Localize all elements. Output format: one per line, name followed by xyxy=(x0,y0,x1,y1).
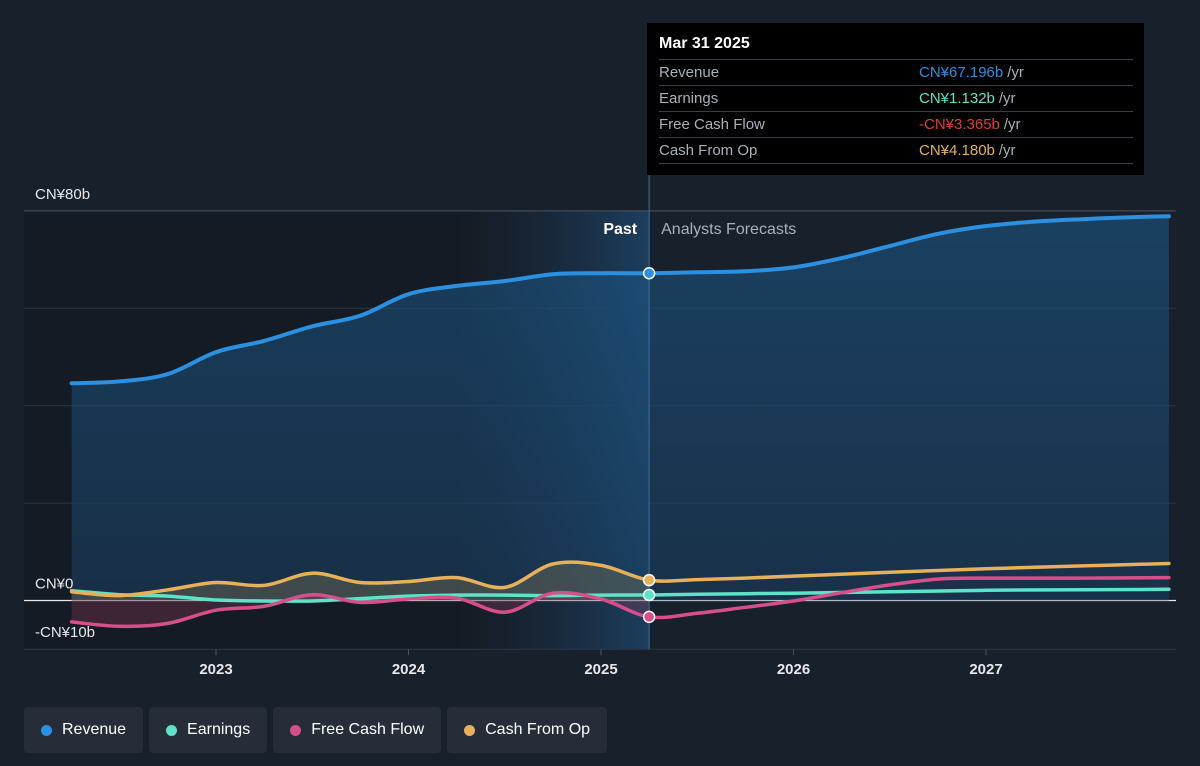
legend-label: Revenue xyxy=(62,721,127,738)
chart-area: CN¥80b CN¥0 -CN¥10b 2023 2024 2025 2026 2027 Pas… xyxy=(24,175,1176,678)
tooltip-label: Revenue xyxy=(659,64,720,81)
x-tick-label: 2027 xyxy=(969,661,1002,678)
tooltip-row-revenue: Revenue CN¥67.196b /yr xyxy=(659,59,1133,85)
legend-dot-icon xyxy=(290,724,302,736)
x-tick-label: 2025 xyxy=(584,661,617,678)
chart-tooltip: Mar 31 2025 Revenue CN¥67.196b /yr Earni… xyxy=(647,23,1144,175)
legend-item-free-cash-flow[interactable]: Free Cash Flow xyxy=(273,707,442,753)
legend-dot-icon xyxy=(464,724,476,736)
tooltip-value: CN¥67.196b xyxy=(919,64,1004,81)
legend-label: Cash From Op xyxy=(485,721,591,738)
legend-dot-icon xyxy=(166,724,178,736)
tooltip-row-earnings: Earnings CN¥1.132b /yr xyxy=(659,85,1133,111)
chart-legend: Revenue Earnings Free Cash Flow Cash Fro… xyxy=(24,707,608,753)
tooltip-unit: /yr xyxy=(1003,116,1021,133)
earnings-line xyxy=(69,587,1171,603)
legend-item-cash-from-op[interactable]: Cash From Op xyxy=(447,707,608,753)
legend-label: Earnings xyxy=(187,721,251,738)
tooltip-row-cash-from-op: Cash From Op CN¥4.180b /yr xyxy=(659,137,1133,164)
cash-from-op-line xyxy=(69,560,1171,598)
legend-item-earnings[interactable]: Earnings xyxy=(149,707,268,753)
cash-from-op-marker xyxy=(642,573,656,587)
free-cash-flow-line xyxy=(69,575,1171,629)
y-tick-label: CN¥0 xyxy=(35,576,73,593)
tooltip-value: CN¥4.180b xyxy=(919,142,995,159)
x-tick-label: 2024 xyxy=(392,661,426,678)
past-label: Past xyxy=(603,221,637,238)
revenue-area xyxy=(71,216,1169,601)
tooltip-label: Cash From Op xyxy=(659,142,758,159)
x-tick-label: 2026 xyxy=(777,661,810,678)
y-tick-label: CN¥80b xyxy=(35,186,90,203)
legend-item-revenue[interactable]: Revenue xyxy=(24,707,144,753)
free-cash-flow-marker xyxy=(642,610,656,624)
x-tick-label: 2023 xyxy=(199,661,232,678)
tooltip-value: CN¥1.132b xyxy=(919,90,995,107)
forecast-label: Analysts Forecasts xyxy=(661,221,796,238)
legend-label: Free Cash Flow xyxy=(311,721,425,738)
cash-from-op-area xyxy=(71,562,650,601)
tooltip-unit: /yr xyxy=(998,90,1016,107)
tooltip-value: -CN¥3.365b xyxy=(919,116,1000,133)
tooltip-label: Free Cash Flow xyxy=(659,116,765,133)
tooltip-unit: /yr xyxy=(998,142,1016,159)
tooltip-unit: /yr xyxy=(1007,64,1024,81)
y-tick-label: -CN¥10b xyxy=(35,624,95,641)
legend-dot-icon xyxy=(41,724,52,736)
revenue-line xyxy=(69,214,1171,386)
revenue-marker xyxy=(642,266,656,280)
tooltip-date: Mar 31 2025 xyxy=(659,35,750,52)
tooltip-row-free-cash-flow: Free Cash Flow -CN¥3.365b /yr xyxy=(659,111,1133,137)
tooltip-label: Earnings xyxy=(659,90,719,107)
earnings-marker xyxy=(642,588,656,602)
